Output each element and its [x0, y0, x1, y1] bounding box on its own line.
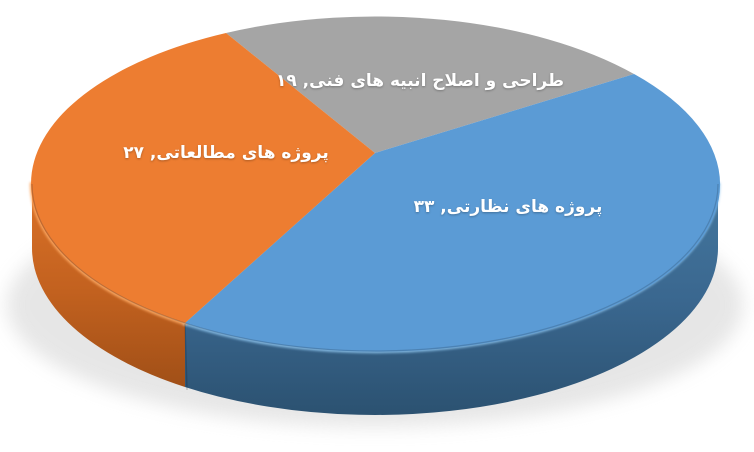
pie-slice-nezarati-top[interactable]	[185, 74, 721, 352]
pie-slice-tarahi-top[interactable]	[226, 16, 634, 153]
data-label-nezarati[interactable]: پروژه های نظارتی, ۳۳	[413, 197, 603, 217]
rim-crease-line	[31, 183, 719, 352]
data-label-tarahi[interactable]: طراحی و اصلاح انبیه های فنی, ۱۹	[275, 71, 565, 91]
pie-slice-motaleati-top[interactable]	[31, 33, 376, 323]
data-label-motaleati[interactable]: پروژه های مطالعاتی, ۲۷	[123, 143, 329, 163]
pie-slice-motaleati-side[interactable]	[32, 184, 185, 387]
side-seam-line	[184, 323, 188, 391]
pie-slice-nezarati-side[interactable]	[185, 184, 718, 415]
